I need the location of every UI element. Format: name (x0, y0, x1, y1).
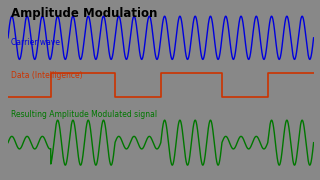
Text: Resulting Amplitude Modulated signal: Resulting Amplitude Modulated signal (11, 110, 157, 119)
Text: Carrier wave: Carrier wave (11, 38, 60, 47)
Text: Amplitude Modulation: Amplitude Modulation (11, 7, 157, 20)
Text: Data (Intelligence): Data (Intelligence) (11, 71, 83, 80)
